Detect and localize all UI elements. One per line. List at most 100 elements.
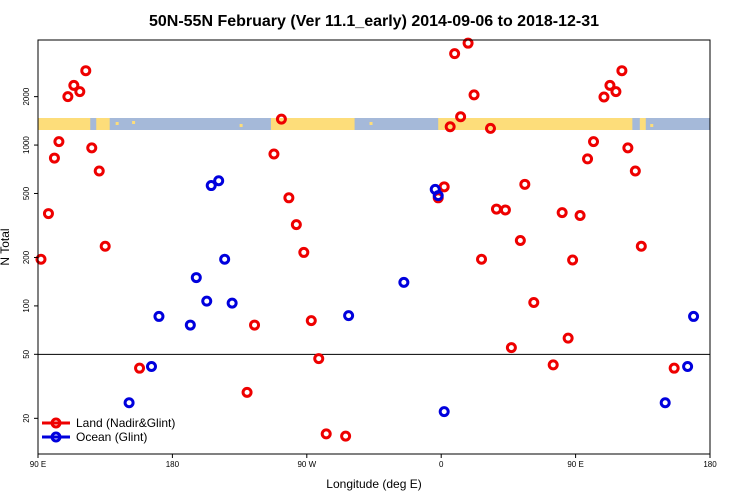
land-point	[598, 91, 610, 103]
ocean-point	[213, 175, 225, 187]
land-point	[438, 181, 450, 193]
y-tick-label: 200	[22, 250, 31, 264]
land-point	[567, 254, 579, 266]
land-point	[556, 207, 568, 219]
y-tick-label: 50	[22, 349, 31, 358]
land-point	[313, 353, 325, 365]
land-point	[444, 121, 456, 133]
land-point	[268, 148, 280, 160]
world-map-band	[38, 118, 710, 130]
land-point	[514, 235, 526, 247]
map-land-segment	[438, 118, 633, 130]
y-tick-label: 1000	[22, 136, 31, 154]
chart-title: 50N-55N February (Ver 11.1_early) 2014-0…	[149, 13, 599, 30]
x-tick-label: 90 E	[567, 460, 583, 469]
y-axis-ticks: 20 50 100 200 500 1000 2000	[22, 87, 38, 423]
ocean-point	[432, 190, 444, 202]
data-points	[35, 37, 700, 442]
ocean-point	[682, 360, 694, 372]
legend: Land (Nadir&Glint) Ocean (Glint)	[42, 416, 175, 444]
land-point	[53, 136, 65, 148]
ocean-point	[201, 295, 213, 307]
land-point	[574, 209, 586, 221]
ocean-point	[145, 360, 157, 372]
land-point	[616, 65, 628, 77]
land-point	[588, 136, 600, 148]
y-tick-label: 100	[22, 299, 31, 313]
legend-ocean-label: Ocean (Glint)	[76, 430, 147, 444]
land-point	[604, 79, 616, 91]
legend-ocean-marker	[50, 431, 62, 443]
land-point	[635, 240, 647, 252]
land-point	[468, 89, 480, 101]
ocean-point	[219, 253, 231, 265]
x-axis-ticks: 90 E 180 90 W 0 90 E 180	[30, 454, 717, 469]
map-land-segment	[639, 118, 646, 130]
ocean-point	[184, 319, 196, 331]
legend-land-marker	[50, 417, 62, 429]
y-tick-label: 500	[22, 186, 31, 200]
land-point	[505, 342, 517, 354]
land-point	[283, 192, 295, 204]
land-point	[622, 142, 634, 154]
land-point	[93, 165, 105, 177]
legend-land-label: Land (Nadir&Glint)	[76, 416, 175, 430]
land-point	[74, 86, 86, 98]
x-tick-label: 90 E	[30, 460, 46, 469]
land-point	[275, 113, 287, 125]
land-point	[62, 91, 74, 103]
land-point	[298, 246, 310, 258]
land-point	[528, 296, 540, 308]
land-point	[547, 359, 559, 371]
land-point	[86, 142, 98, 154]
ocean-point	[398, 276, 410, 288]
land-point	[249, 319, 261, 331]
x-tick-label: 90 W	[297, 460, 316, 469]
land-point	[80, 65, 92, 77]
ocean-point	[153, 310, 165, 322]
land-point	[290, 219, 302, 231]
map-land-speck	[132, 121, 136, 124]
land-point	[99, 240, 111, 252]
y-tick-label: 20	[22, 413, 31, 422]
land-point	[340, 430, 352, 442]
x-tick-label: 180	[703, 460, 717, 469]
land-point	[42, 208, 54, 220]
ocean-point	[205, 180, 217, 192]
x-axis-label: Longitude (deg E)	[326, 477, 421, 491]
land-point	[484, 122, 496, 134]
map-land-segment	[270, 118, 355, 130]
map-land-speck	[369, 122, 373, 125]
land-point	[462, 37, 474, 49]
ocean-point	[343, 310, 355, 322]
ocean-point	[659, 397, 671, 409]
land-point	[629, 165, 641, 177]
map-land-segment	[38, 118, 91, 130]
ocean-point	[688, 310, 700, 322]
land-point	[449, 48, 461, 60]
land-point	[610, 86, 622, 98]
land-point	[476, 253, 488, 265]
x-tick-label: 0	[439, 460, 444, 469]
land-point	[241, 386, 253, 398]
land-point	[499, 204, 511, 216]
ocean-point	[190, 272, 202, 284]
land-point	[35, 253, 47, 265]
ocean-point	[123, 397, 135, 409]
land-point	[48, 152, 60, 164]
map-land-speck	[294, 126, 298, 129]
land-point	[320, 428, 332, 440]
map-land-speck	[650, 124, 654, 127]
y-axis-label: N Total	[0, 228, 12, 265]
ocean-point	[438, 406, 450, 418]
map-land-speck	[115, 122, 119, 125]
land-point	[134, 362, 146, 374]
land-point	[582, 153, 594, 165]
land-point	[305, 315, 317, 327]
map-land-segment	[96, 118, 110, 130]
land-point	[68, 79, 80, 91]
x-tick-label: 180	[166, 460, 180, 469]
ocean-point	[226, 297, 238, 309]
